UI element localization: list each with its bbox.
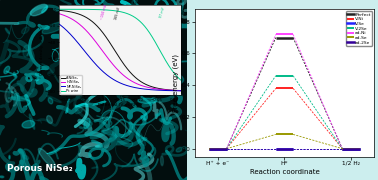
Y-axis label: Current density (mA/cm²): Current density (mA/cm²) bbox=[40, 26, 44, 75]
A-NiSe₂ bbox=[125, 68, 130, 70]
Line: H-NiSe₂: H-NiSe₂ bbox=[48, 11, 181, 91]
Ellipse shape bbox=[29, 114, 35, 129]
Legend: A-NiSe₂, H-NiSe₂, NP-NiSe₂, Pt wire: A-NiSe₂, H-NiSe₂, NP-NiSe₂, Pt wire bbox=[60, 75, 82, 94]
Y-axis label: Free energy (eV): Free energy (eV) bbox=[172, 54, 179, 112]
NP-NiSe₂ bbox=[109, 77, 113, 79]
X-axis label: Potential (V vs RHE): Potential (V vs RHE) bbox=[98, 103, 142, 107]
Text: ~150 mV: ~150 mV bbox=[100, 4, 108, 20]
NP-NiSe₂ bbox=[118, 82, 122, 84]
Ellipse shape bbox=[42, 6, 48, 13]
Ellipse shape bbox=[92, 167, 98, 168]
Line: NP-NiSe₂: NP-NiSe₂ bbox=[48, 17, 181, 91]
A-NiSe₂ bbox=[45, 9, 50, 11]
Ellipse shape bbox=[46, 116, 53, 123]
Ellipse shape bbox=[4, 66, 10, 74]
NP-NiSe₂ bbox=[179, 90, 184, 92]
Text: 165 mV: 165 mV bbox=[115, 7, 122, 20]
Ellipse shape bbox=[5, 28, 9, 34]
H-NiSe₂ bbox=[110, 62, 114, 64]
A-NiSe₂ bbox=[109, 44, 113, 46]
Ellipse shape bbox=[22, 27, 29, 34]
Ellipse shape bbox=[138, 24, 160, 30]
Ellipse shape bbox=[131, 50, 138, 53]
Ellipse shape bbox=[9, 156, 10, 159]
A-NiSe₂ bbox=[155, 87, 160, 89]
Ellipse shape bbox=[93, 52, 95, 57]
Ellipse shape bbox=[23, 45, 29, 57]
NP-NiSe₂ bbox=[155, 89, 160, 91]
H-NiSe₂ bbox=[118, 71, 122, 73]
Ellipse shape bbox=[158, 10, 163, 13]
Ellipse shape bbox=[30, 4, 47, 16]
Ellipse shape bbox=[176, 147, 182, 152]
Ellipse shape bbox=[161, 156, 163, 166]
Ellipse shape bbox=[75, 110, 82, 114]
Ellipse shape bbox=[150, 52, 174, 66]
Ellipse shape bbox=[131, 124, 146, 146]
Ellipse shape bbox=[42, 22, 66, 34]
NP-NiSe₂ bbox=[110, 78, 114, 80]
Ellipse shape bbox=[138, 98, 157, 103]
Ellipse shape bbox=[39, 148, 56, 168]
Ellipse shape bbox=[95, 145, 99, 147]
H-NiSe₂ bbox=[45, 10, 50, 12]
A-NiSe₂ bbox=[110, 45, 114, 47]
Ellipse shape bbox=[128, 119, 130, 128]
X-axis label: Reaction coordinate: Reaction coordinate bbox=[249, 168, 319, 175]
Ellipse shape bbox=[8, 97, 27, 101]
H-NiSe₂ bbox=[109, 61, 113, 64]
Ellipse shape bbox=[84, 118, 90, 129]
Pt wire bbox=[110, 9, 114, 12]
Ellipse shape bbox=[48, 98, 53, 104]
Pt wire bbox=[109, 9, 113, 11]
H-NiSe₂ bbox=[179, 90, 184, 92]
Ellipse shape bbox=[38, 160, 40, 164]
Ellipse shape bbox=[99, 60, 105, 63]
A-NiSe₂ bbox=[176, 89, 180, 92]
Ellipse shape bbox=[27, 53, 29, 56]
H-NiSe₂ bbox=[125, 77, 130, 79]
Ellipse shape bbox=[14, 72, 16, 77]
Ellipse shape bbox=[47, 96, 61, 103]
H-NiSe₂ bbox=[155, 88, 160, 90]
Ellipse shape bbox=[166, 74, 184, 85]
Ellipse shape bbox=[82, 23, 86, 35]
NP-NiSe₂ bbox=[176, 90, 180, 92]
Pt wire bbox=[176, 77, 180, 79]
Ellipse shape bbox=[85, 82, 92, 87]
Ellipse shape bbox=[116, 18, 126, 33]
Pt wire bbox=[125, 13, 130, 15]
A-NiSe₂ bbox=[118, 58, 122, 60]
Pt wire bbox=[179, 80, 184, 82]
Line: A-NiSe₂: A-NiSe₂ bbox=[48, 10, 181, 91]
H-NiSe₂ bbox=[176, 89, 180, 92]
NP-NiSe₂ bbox=[45, 16, 50, 19]
Pt wire bbox=[45, 8, 50, 10]
NP-NiSe₂ bbox=[125, 85, 130, 87]
Ellipse shape bbox=[127, 164, 137, 166]
Pt wire bbox=[155, 45, 160, 47]
A-NiSe₂ bbox=[179, 89, 184, 92]
Text: Porous NiSe₂: Porous NiSe₂ bbox=[8, 164, 73, 173]
Ellipse shape bbox=[0, 176, 4, 178]
Legend: Perfect, V-Ni, V-Se, V-2Se, ad-Ni, ad-Se, ad-2Se: Perfect, V-Ni, V-Se, V-2Se, ad-Ni, ad-Se… bbox=[346, 11, 372, 46]
Text: 97 mV: 97 mV bbox=[159, 7, 166, 19]
Pt wire bbox=[118, 11, 122, 13]
Line: Pt wire: Pt wire bbox=[48, 9, 181, 81]
Ellipse shape bbox=[22, 120, 35, 128]
Ellipse shape bbox=[23, 155, 29, 159]
